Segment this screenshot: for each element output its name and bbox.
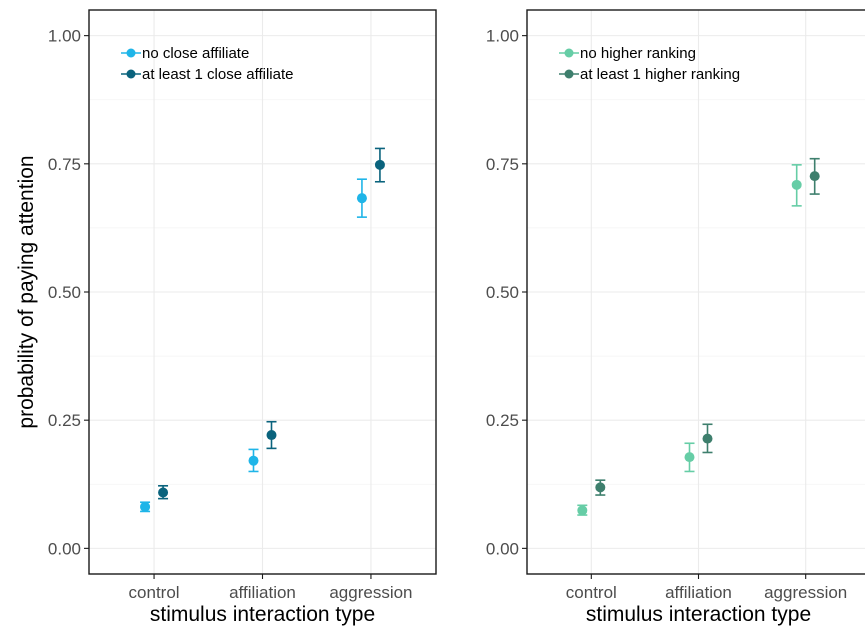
- y-tick-label: 0.00: [48, 539, 81, 558]
- x-tick-label-aggression: aggression: [329, 583, 412, 602]
- x-tick-label-affiliation: affiliation: [229, 583, 296, 602]
- legend: no higher ranking at least 1 higher ranki…: [559, 45, 740, 83]
- legend-key-point: [126, 69, 136, 79]
- y-tick-label: 1.00: [486, 27, 519, 46]
- x-axis-title: stimulus interaction type: [586, 603, 811, 626]
- gridlines: [89, 10, 436, 574]
- y-tick-label: 0.25: [48, 411, 81, 430]
- chart-panel-ranking: 0.00 0.25 0.50 0.75 1.00 control affiliation ag…: [486, 9, 865, 626]
- legend-key-point: [564, 69, 574, 79]
- y-tick-label: 0.50: [486, 283, 519, 302]
- x-tick-label-control: control: [566, 583, 617, 602]
- y-tick-label: 0.75: [486, 155, 519, 174]
- data-point: [248, 455, 259, 466]
- y-tick-label: 1.00: [48, 27, 81, 46]
- legend-key-point: [564, 48, 574, 58]
- series-1: [158, 147, 385, 500]
- legend-label: at least 1 close affiliate: [142, 66, 293, 83]
- legend: no close affiliate at least 1 close affil…: [121, 45, 293, 83]
- x-tick-label-control: control: [129, 583, 180, 602]
- legend-label: no close affiliate: [142, 45, 249, 62]
- x-axis-title: stimulus interaction type: [150, 603, 375, 626]
- series-0: [140, 178, 367, 513]
- data-point: [684, 452, 695, 463]
- chart-panel-affiliates: 0.00 0.25 0.50 0.75 1.00 control affiliation ag…: [48, 9, 437, 626]
- data-point: [702, 433, 713, 444]
- shared-y-axis-title: probability of paying attention: [15, 155, 38, 428]
- data-point: [158, 487, 169, 498]
- series-0: [577, 164, 802, 516]
- legend-label: at least 1 higher ranking: [580, 66, 740, 83]
- data-point: [809, 171, 820, 182]
- data-point: [140, 501, 151, 512]
- data-point: [595, 482, 606, 493]
- data-point: [577, 505, 588, 516]
- series-1: [595, 157, 820, 496]
- data-point: [266, 430, 277, 441]
- y-tick-label: 0.25: [486, 411, 519, 430]
- legend-label: no higher ranking: [580, 45, 696, 62]
- data-point: [791, 179, 802, 190]
- y-tick-label: 0.00: [486, 539, 519, 558]
- data-point: [356, 193, 367, 204]
- x-tick-label-affiliation: affiliation: [665, 583, 732, 602]
- y-tick-label: 0.50: [48, 283, 81, 302]
- data-point: [374, 159, 385, 170]
- gridlines: [527, 10, 865, 574]
- x-tick-label-aggression: aggression: [764, 583, 847, 602]
- legend-key-point: [126, 48, 136, 58]
- y-tick-label: 0.75: [48, 155, 81, 174]
